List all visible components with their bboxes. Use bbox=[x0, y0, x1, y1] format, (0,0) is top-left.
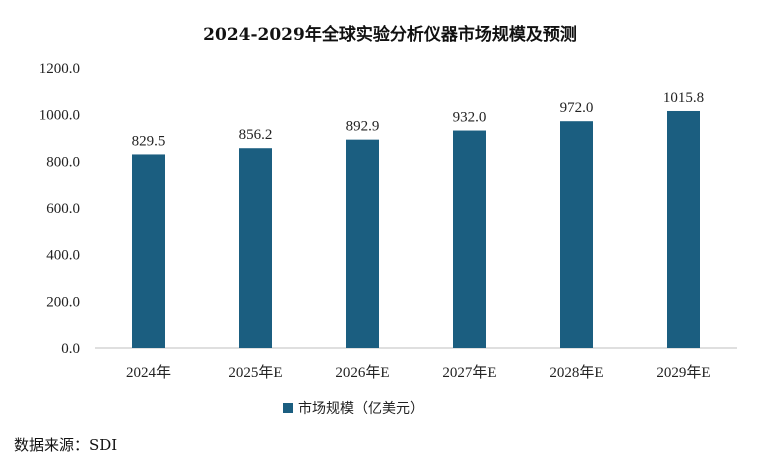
bar-4 bbox=[560, 121, 593, 348]
data-label: 972.0 bbox=[560, 100, 594, 116]
legend-label: 市场规模（亿美元） bbox=[298, 400, 424, 417]
x-tick-label: 2024年 bbox=[126, 364, 171, 381]
data-source: 数据来源：SDI bbox=[14, 436, 118, 454]
x-tick-label: 2026年E bbox=[335, 364, 389, 381]
y-tick-label: 1000.0 bbox=[39, 108, 80, 124]
bar-0 bbox=[132, 154, 165, 348]
bar-2 bbox=[346, 139, 379, 348]
data-label: 829.5 bbox=[132, 133, 166, 149]
data-label: 856.2 bbox=[239, 127, 273, 143]
data-label: 892.9 bbox=[346, 119, 380, 135]
y-axis-ticks: 0.0 200.0 400.0 600.0 800.0 1000.0 1200.0 bbox=[39, 61, 80, 357]
legend-swatch bbox=[283, 403, 293, 413]
bars-group bbox=[132, 110, 700, 348]
y-tick-label: 600.0 bbox=[46, 201, 80, 217]
x-axis-ticks: 2024年 2025年E 2026年E 2027年E 2028年E 2029年E bbox=[126, 364, 711, 381]
x-tick-label: 2029年E bbox=[656, 364, 710, 381]
bar-5 bbox=[667, 110, 700, 348]
y-tick-label: 1200.0 bbox=[39, 61, 80, 77]
y-tick-label: 200.0 bbox=[46, 294, 80, 310]
bar-3 bbox=[453, 130, 486, 348]
chart-title: 2024-2029年全球实验分析仪器市场规模及预测 bbox=[203, 24, 577, 45]
x-tick-label: 2028年E bbox=[549, 364, 603, 381]
x-tick-label: 2027年E bbox=[442, 364, 496, 381]
data-label: 1015.8 bbox=[663, 90, 704, 106]
legend: 市场规模（亿美元） bbox=[283, 400, 424, 417]
y-tick-label: 400.0 bbox=[46, 248, 80, 264]
data-labels-group: 829.5 856.2 892.9 932.0 972.0 1015.8 bbox=[132, 90, 705, 149]
data-label: 932.0 bbox=[453, 110, 487, 126]
x-tick-label: 2025年E bbox=[228, 364, 282, 381]
bar-1 bbox=[239, 148, 272, 348]
y-tick-label: 800.0 bbox=[46, 154, 80, 170]
y-tick-label: 0.0 bbox=[61, 341, 80, 357]
